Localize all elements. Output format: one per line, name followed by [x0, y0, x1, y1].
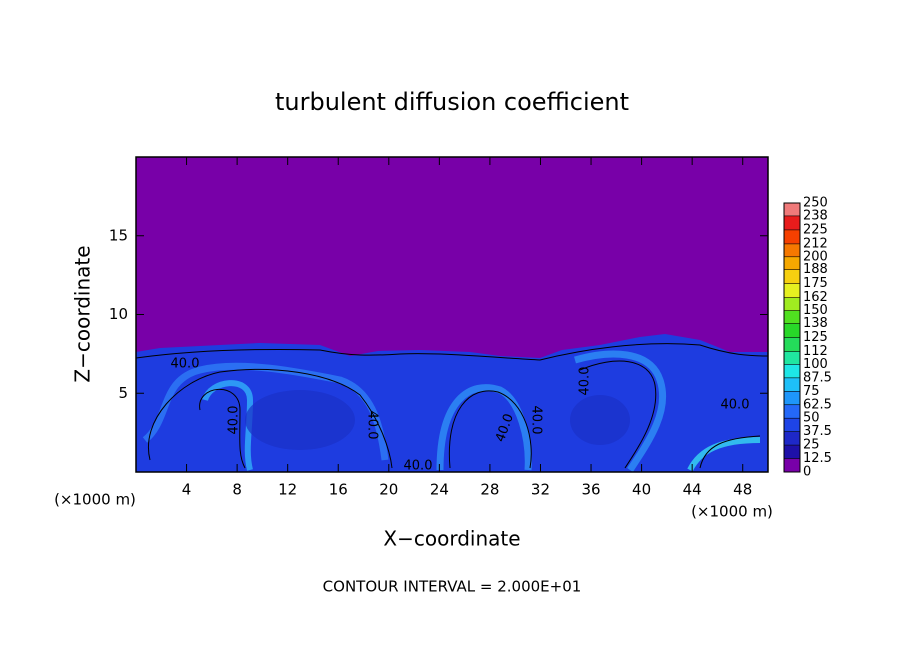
colorbar-label: 12.5 [803, 451, 832, 466]
colorbar-band [784, 377, 800, 392]
colorbar-band [784, 418, 800, 432]
x-tick-label: 8 [232, 481, 242, 499]
contour-line [448, 390, 532, 469]
colorbar-label: 238 [803, 208, 828, 223]
footer: CONTOUR INTERVAL = 2.000E+01 [323, 578, 582, 596]
x-tick-label: 16 [329, 481, 348, 499]
colorbar-label: 37.5 [803, 424, 832, 439]
colorbar-band [784, 364, 800, 378]
colorbar-band [784, 431, 800, 446]
plot-area [135, 156, 769, 473]
contour-line [199, 388, 246, 469]
contour-label: 40.0 [578, 367, 593, 396]
colorbar-band [784, 445, 800, 459]
swirl [142, 362, 389, 461]
swirl [202, 380, 254, 471]
colorbar-band [784, 323, 800, 338]
contour-line [136, 343, 768, 361]
colorbar-label: 212 [803, 236, 828, 251]
colorbar-band [784, 243, 800, 257]
contour-label: 40.0 [227, 406, 242, 435]
colorbar-band [784, 297, 800, 311]
core [570, 395, 630, 445]
x-tick-label: 36 [581, 481, 600, 499]
colorbar-label: 75 [803, 384, 820, 399]
y-tick-label: 10 [109, 305, 128, 323]
colorbar-label: 225 [803, 222, 828, 237]
colorbar-band [784, 391, 800, 405]
colorbar-band [784, 337, 800, 352]
colorbar-band [784, 351, 800, 365]
contour-label: 40.0 [404, 459, 433, 474]
colorbar-label: 100 [803, 357, 828, 372]
x-axis-label: X−coordinate [383, 527, 520, 551]
x-tick-label: 28 [480, 481, 499, 499]
contour-label: 40.0 [721, 398, 750, 413]
colorbar-label: 125 [803, 330, 828, 345]
colorbar-label: 175 [803, 276, 828, 291]
colorbar-label: 50 [803, 411, 820, 426]
colorbar-band [784, 229, 800, 244]
x-tick-label: 40 [632, 481, 651, 499]
contour-label: 40.0 [529, 406, 544, 435]
contour-line [579, 360, 657, 469]
colorbar-band [784, 256, 800, 270]
colorbar-label: 188 [803, 262, 828, 277]
colorbar-band [784, 310, 800, 324]
x-tick-label: 32 [531, 481, 550, 499]
contour-line [699, 435, 761, 469]
colorbar-label: 62.5 [803, 397, 832, 412]
colorbar-band [784, 269, 800, 284]
y-axis-label: Z−coordinate [71, 245, 95, 382]
colorbar-label: 25 [803, 438, 820, 453]
colorbar-label: 87.5 [803, 370, 832, 385]
x-tick-label: 12 [278, 481, 297, 499]
contour-label: 40.0 [171, 357, 200, 372]
colorbar-band [784, 404, 800, 419]
x-tick-label: 24 [430, 481, 449, 499]
y-tick-label: 5 [118, 384, 128, 402]
contour-label: 40.0 [365, 411, 380, 440]
y-tick-label: 15 [109, 226, 128, 244]
colorbar-band [784, 458, 800, 472]
colorbar-label: 200 [803, 249, 828, 264]
x-unit-right: (×1000 m) [691, 503, 773, 521]
x-unit-left: (×1000 m) [54, 491, 136, 509]
colorbar-band [784, 215, 800, 230]
core [245, 390, 355, 450]
x-tick-label: 44 [683, 481, 702, 499]
turbulent-layer [136, 334, 768, 472]
swirl [574, 350, 667, 472]
swirl [436, 384, 532, 471]
chart-title: turbulent diffusion coefficient [275, 88, 629, 116]
contour-line [148, 368, 393, 469]
colorbar-label: 138 [803, 316, 828, 331]
x-tick-label: 48 [733, 481, 752, 499]
x-tick-label: 4 [182, 481, 192, 499]
colorbar-label: 0 [803, 465, 811, 480]
x-tick-label: 20 [379, 481, 398, 499]
colorbar-label: 250 [803, 196, 828, 211]
colorbar-band [784, 283, 800, 298]
colorbar-label: 150 [803, 303, 828, 318]
colorbar-label: 162 [803, 290, 828, 305]
colorbar-label: 112 [803, 344, 828, 359]
colorbar-band [784, 203, 800, 216]
